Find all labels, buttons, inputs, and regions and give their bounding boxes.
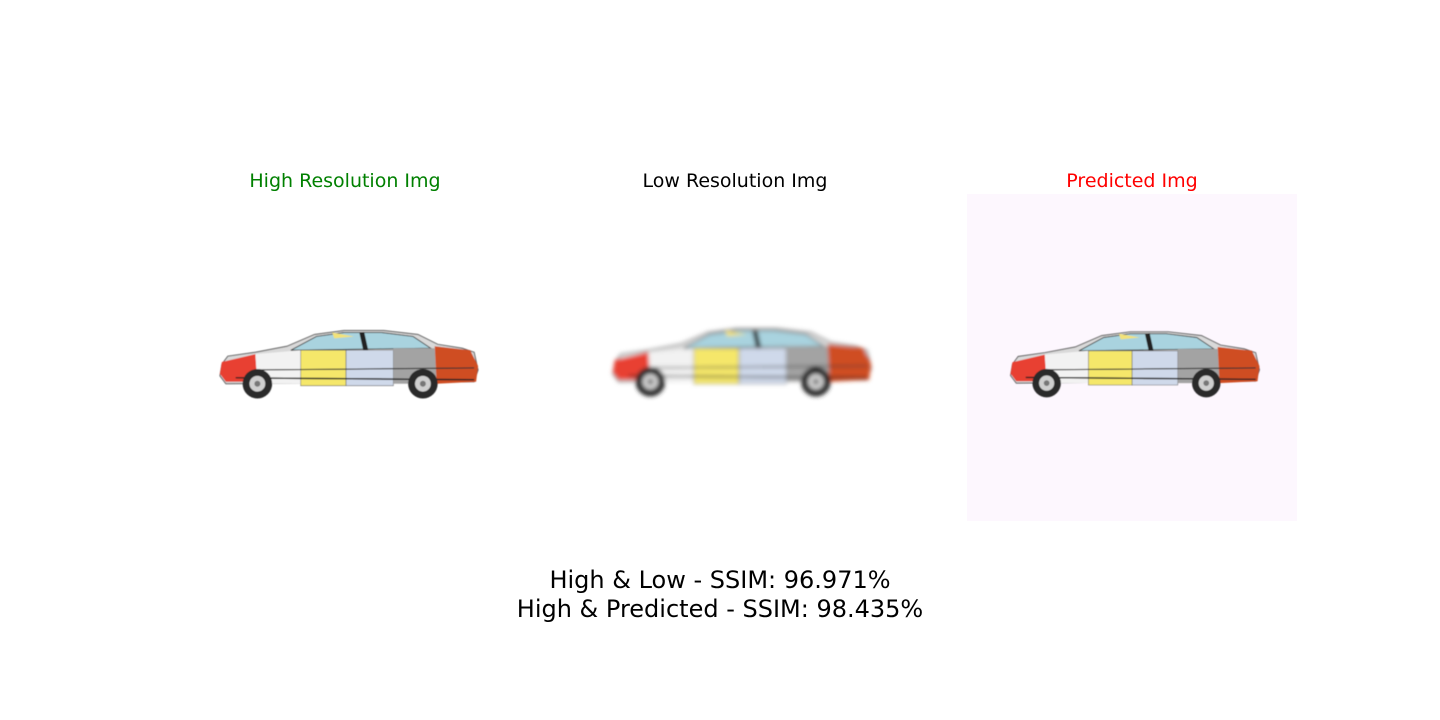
image-high-resolution <box>180 194 510 521</box>
image-predicted <box>967 194 1297 521</box>
ssim-high-low: High & Low - SSIM: 96.971% <box>549 566 891 594</box>
panel-title-high-resolution: High Resolution Img <box>249 170 441 192</box>
ssim-high-predicted: High & Predicted - SSIM: 98.435% <box>516 595 924 623</box>
panel-high-resolution: High Resolution Img <box>180 168 510 194</box>
car-image-low-resolution <box>570 194 900 521</box>
car-image-high-resolution <box>180 194 510 521</box>
car-image-predicted <box>967 194 1297 521</box>
ssim-metrics: High & Low - SSIM: 96.971% High & Predic… <box>320 566 1120 624</box>
image-low-resolution <box>570 194 900 521</box>
panel-title-low-resolution: Low Resolution Img <box>642 170 828 192</box>
panel-low-resolution: Low Resolution Img <box>570 168 900 194</box>
panel-predicted: Predicted Img <box>967 168 1297 521</box>
panel-title-predicted: Predicted Img <box>1066 170 1198 192</box>
